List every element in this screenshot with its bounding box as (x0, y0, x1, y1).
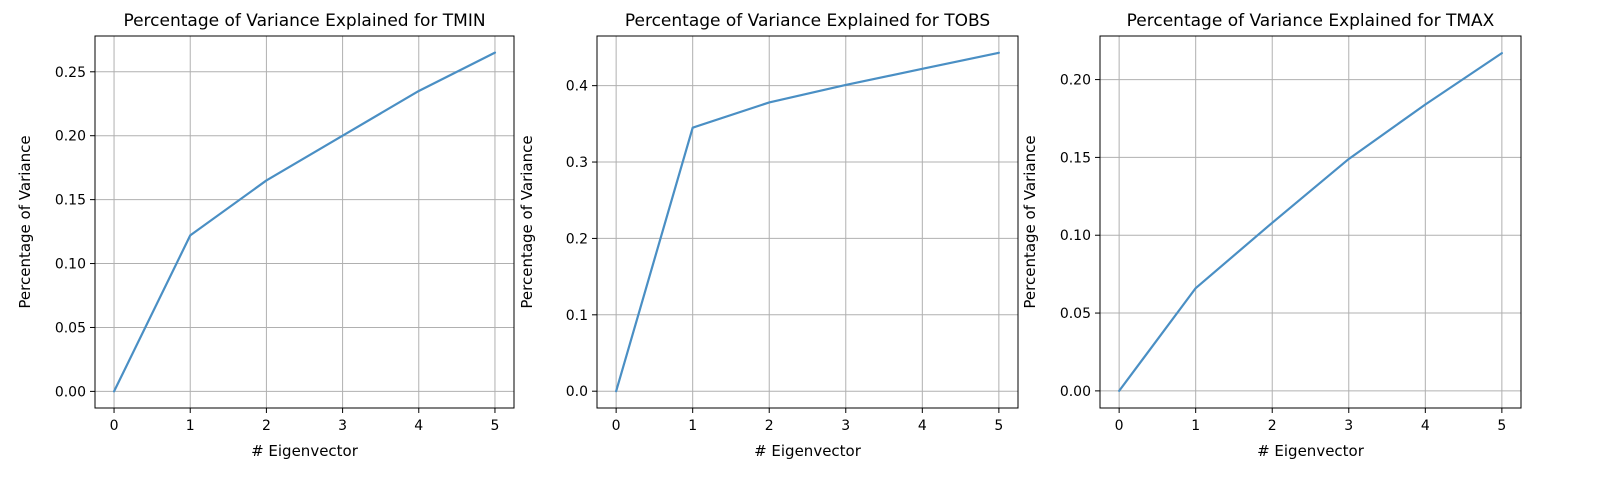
y-tick-label: 0.15 (55, 193, 86, 209)
chart-title: Percentage of Variance Explained for TMA… (1127, 11, 1495, 31)
y-axis-label: Percentage of Variance (16, 135, 34, 308)
x-tick-label: 2 (262, 418, 271, 434)
y-tick-label: 0.20 (55, 129, 86, 145)
x-tick-label: 3 (841, 418, 850, 434)
y-axis-label: Percentage of Variance (518, 135, 536, 308)
y-tick-label: 0.2 (566, 231, 588, 247)
x-tick-label: 2 (765, 418, 774, 434)
y-tick-label: 0.10 (55, 257, 86, 273)
chart-title: Percentage of Variance Explained for TMI… (123, 11, 485, 31)
y-axis-label: Percentage of Variance (1021, 135, 1039, 308)
chart-title: Percentage of Variance Explained for TOB… (625, 11, 990, 31)
y-tick-label: 0.10 (1060, 228, 1091, 244)
x-tick-label: 1 (1191, 418, 1200, 434)
chart-panel-tmin: 0 1 2 3 4 5 0.00 0.05 0.10 0.15 0.20 0.25 Percentage… (16, 11, 515, 460)
y-tick-label: 0.20 (1060, 73, 1091, 89)
x-axis-label: # Eigenvector (251, 442, 359, 460)
y-tick-label: 0.1 (566, 308, 588, 324)
x-tick-label: 5 (1497, 418, 1506, 434)
x-tick-label: 3 (1344, 418, 1353, 434)
y-tick-label: 0.0 (566, 384, 588, 400)
x-tick-label: 2 (1268, 418, 1277, 434)
x-tick-label: 0 (612, 418, 621, 434)
series-line-tmax (1118, 52, 1503, 392)
x-tick-label: 5 (994, 418, 1003, 434)
plot-frame (1099, 35, 1522, 409)
y-tick-label: 0.4 (566, 79, 588, 95)
x-tick-label: 3 (338, 418, 347, 434)
x-tick-label: 0 (110, 418, 119, 434)
chart-panel-tobs: 0 1 2 3 4 5 0.0 0.1 0.2 0.3 0.4 Percentage of Varia… (518, 11, 1019, 460)
y-tick-label: 0.00 (55, 384, 86, 400)
y-tick-label: 0.05 (55, 320, 86, 336)
y-tick-label: 0.00 (1060, 384, 1091, 400)
y-tick-label: 0.15 (1060, 150, 1091, 166)
x-axis-label: # Eigenvector (754, 442, 862, 460)
plot-frame (94, 35, 515, 409)
y-tick-label: 0.3 (566, 155, 588, 171)
series-line-tobs (615, 51, 1000, 393)
y-tick-label: 0.25 (55, 65, 86, 81)
series-line-tmin (112, 51, 497, 393)
x-tick-label: 0 (1115, 418, 1124, 434)
x-tick-label: 1 (186, 418, 195, 434)
plot-frame (596, 35, 1019, 409)
x-axis-label: # Eigenvector (1257, 442, 1365, 460)
x-tick-label: 4 (414, 418, 423, 434)
x-tick-label: 5 (490, 418, 499, 434)
chart-panel-tmax: 0 1 2 3 4 5 0.00 0.05 0.10 0.15 0.20 Percentage of … (1021, 11, 1522, 460)
x-tick-label: 1 (688, 418, 697, 434)
y-tick-label: 0.05 (1060, 306, 1091, 322)
x-tick-label: 4 (918, 418, 927, 434)
x-tick-label: 4 (1421, 418, 1430, 434)
